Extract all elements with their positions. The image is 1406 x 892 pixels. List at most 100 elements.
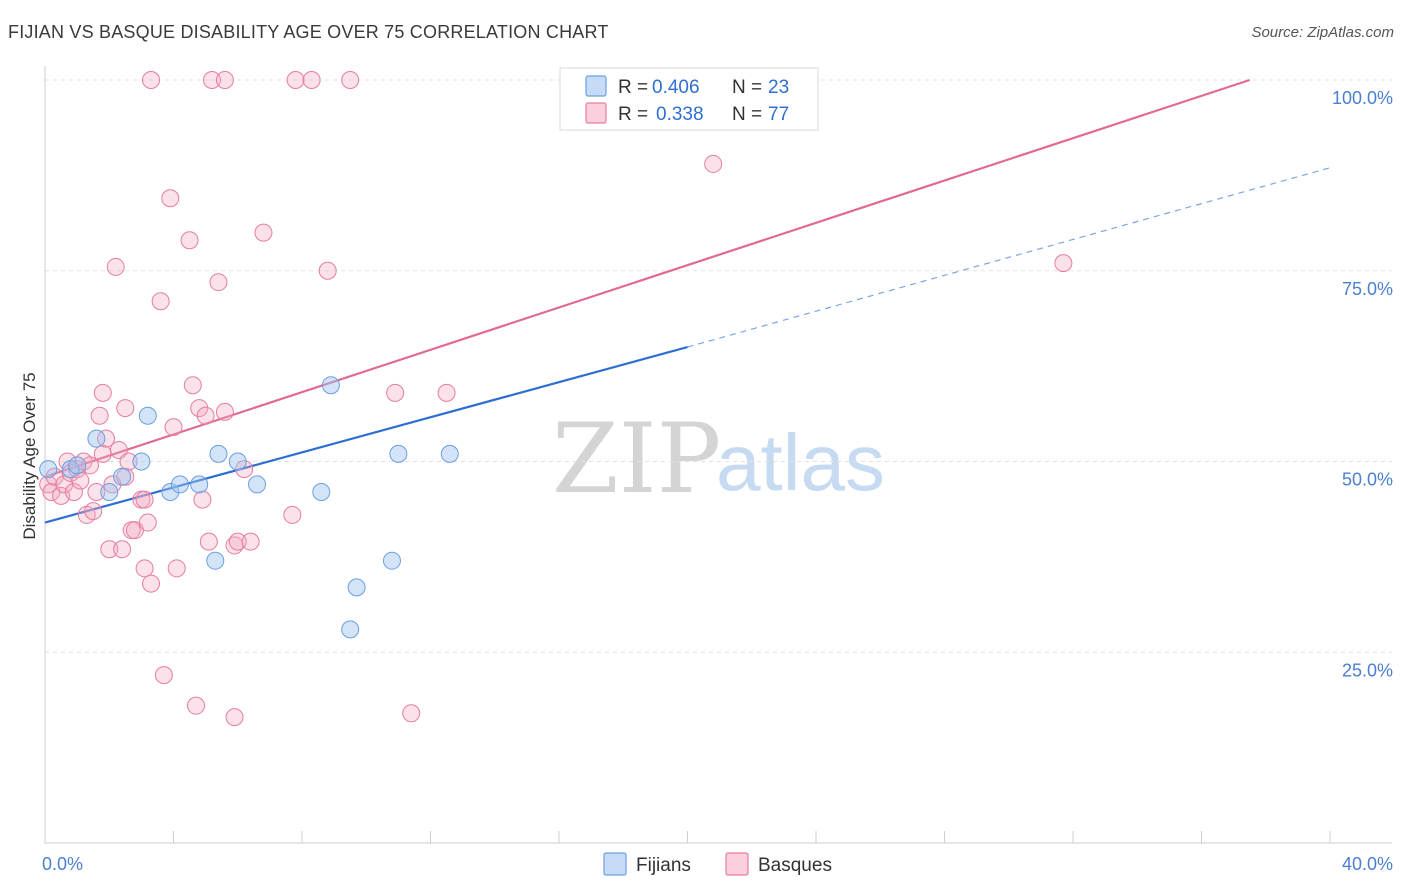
basques-point-47 [203, 71, 222, 89]
y-tick-label-100: 100.0% [1332, 88, 1393, 108]
fijians-point-19 [382, 551, 401, 570]
trend-line-fijians-extension [687, 167, 1331, 348]
fijians-point-8 [161, 483, 180, 502]
basques-point-49 [215, 402, 234, 421]
legend-n-value-fijians: 23 [768, 77, 789, 98]
basques-point-13 [84, 502, 103, 521]
axes: 0.0% 40.0% [42, 66, 1393, 874]
fijians-point-6 [132, 452, 151, 471]
chart-title: FIJIAN VS BASQUE DISABILITY AGE OVER 75 … [8, 22, 609, 42]
data-points [39, 71, 1073, 727]
y-tick-label-75: 75.0% [1342, 279, 1393, 299]
fijians-point-10 [190, 475, 209, 494]
fijians-point-2 [68, 456, 87, 475]
basques-point-65 [704, 154, 723, 173]
basques-point-18 [97, 429, 116, 448]
fijians-point-5 [113, 467, 132, 486]
basques-point-36 [154, 666, 173, 685]
basques-point-51 [225, 708, 244, 727]
bottom-legend-swatch-fijians [603, 852, 627, 876]
basques-point-7 [64, 483, 83, 502]
legend-n-label-basques: N = [732, 104, 762, 125]
basques-point-56 [254, 223, 273, 242]
fijians-point-9 [170, 475, 189, 494]
basques-point-31 [135, 559, 154, 578]
fijians-point-20 [389, 444, 408, 463]
basques-point-23 [113, 540, 132, 559]
watermark-atlas: atlas [716, 418, 885, 507]
basques-point-26 [119, 452, 138, 471]
basques-point-34 [142, 71, 161, 89]
basques-point-58 [286, 71, 305, 89]
basques-point-25 [116, 399, 135, 418]
basques-point-30 [135, 490, 154, 509]
basques-point-37 [161, 189, 180, 208]
bottom-legend-label-fijians: Fijians [636, 855, 691, 876]
basques-point-60 [318, 261, 337, 280]
basques-point-19 [100, 540, 119, 559]
basques-point-33 [142, 574, 161, 593]
y-tick-label-25: 25.0% [1342, 660, 1393, 680]
basques-point-62 [386, 383, 405, 402]
basques-point-57 [283, 505, 302, 524]
basques-point-48 [209, 273, 228, 292]
fijians-point-3 [87, 429, 106, 448]
basques-point-38 [164, 418, 183, 437]
fijians-point-7 [138, 406, 157, 425]
basques-point-16 [93, 444, 112, 463]
basques-point-41 [183, 376, 202, 395]
basques-point-21 [106, 257, 125, 276]
legend-swatch-fijians [585, 75, 607, 97]
bottom-legend: Fijians Basques [603, 852, 832, 876]
basques-point-44 [193, 490, 212, 509]
basques-point-63 [402, 704, 421, 723]
bottom-legend-label-basques: Basques [758, 855, 832, 876]
legend-r-label-basques: R = [618, 104, 648, 125]
source-credit: Source: ZipAtlas.com [1251, 24, 1394, 41]
basques-point-61 [341, 71, 360, 89]
basques-point-64 [437, 383, 456, 402]
bottom-legend-swatch-basques [725, 852, 749, 876]
basques-point-53 [228, 532, 247, 551]
x-tick-label-min: 0.0% [42, 854, 83, 874]
basques-point-43 [190, 399, 209, 418]
fijians-point-14 [248, 475, 267, 494]
trend-lines [44, 78, 1331, 524]
fijians-point-18 [347, 578, 366, 597]
fijians-point-12 [209, 444, 228, 463]
basques-point-59 [302, 71, 321, 89]
basques-point-54 [235, 460, 254, 479]
legend-box: R = 0.406 N = 23 R = 0.338 N = 77 [559, 67, 819, 131]
basques-point-32 [138, 513, 157, 532]
fijians-point-11 [206, 551, 225, 570]
gridlines: 25.0% 50.0% 75.0% 100.0% [45, 79, 1393, 680]
trend-line-basques [44, 78, 1251, 478]
fijians-point-16 [321, 376, 340, 395]
basques-point-66 [1054, 254, 1073, 273]
basques-point-15 [90, 406, 109, 425]
fijians-point-15 [312, 483, 331, 502]
basques-point-12 [80, 456, 99, 475]
fijians-point-21 [440, 444, 459, 463]
watermark-zip: ZIP [552, 403, 721, 515]
legend-swatch-basques [585, 102, 607, 124]
trend-line-fijians [44, 345, 688, 524]
fijians-point-4 [100, 483, 119, 502]
basques-point-46 [199, 532, 218, 551]
basques-point-39 [167, 559, 186, 578]
basques-point-50 [215, 71, 234, 89]
fijians-point-0 [39, 460, 58, 479]
basques-point-42 [186, 696, 205, 715]
fijians-point-17 [341, 620, 360, 639]
legend-r-value-basques: 0.338 [656, 104, 704, 125]
basques-point-35 [151, 292, 170, 311]
y-tick-label-50: 50.0% [1342, 470, 1393, 490]
legend-n-label-fijians: N = [732, 77, 762, 98]
legend-n-value-basques: 77 [768, 104, 789, 125]
basques-point-14 [87, 483, 106, 502]
fijians-point-13 [228, 452, 247, 471]
legend-r-value-fijians: 0.406 [652, 77, 700, 98]
basques-point-17 [93, 383, 112, 402]
y-axis-title: Disability Age Over 75 [20, 372, 39, 539]
